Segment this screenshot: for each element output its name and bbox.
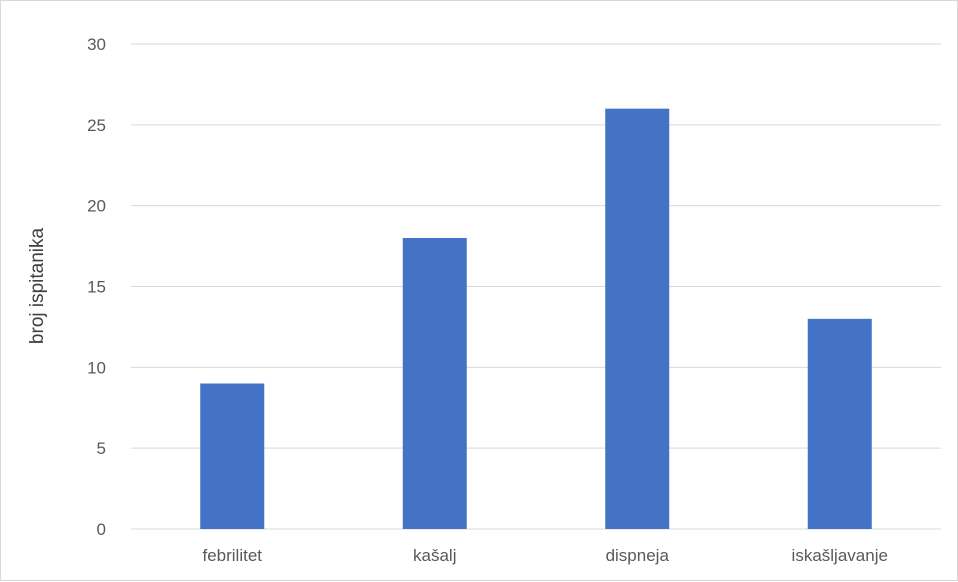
bar-4 <box>807 318 872 529</box>
x-tick-label: dispneja <box>606 546 670 565</box>
y-tick-label: 30 <box>87 35 106 54</box>
bar-2 <box>402 238 467 529</box>
y-axis-ticks: 0 5 10 15 20 25 30 <box>87 35 106 539</box>
y-axis-title: broj ispitanika <box>27 227 48 344</box>
y-tick-label: 15 <box>87 278 106 297</box>
bar-1 <box>200 383 265 529</box>
y-tick-label: 0 <box>97 520 106 539</box>
x-tick-label: febrilitet <box>202 546 262 565</box>
y-tick-label: 10 <box>87 358 106 377</box>
gridlines <box>131 43 941 530</box>
x-tick-label: iskašljavanje <box>792 546 888 565</box>
y-tick-label: 20 <box>87 197 106 216</box>
bars <box>200 108 872 530</box>
bar-3 <box>605 108 670 530</box>
y-tick-label: 5 <box>97 439 106 458</box>
y-tick-label: 25 <box>87 116 106 135</box>
x-axis-ticks: febrilitet kašalj dispneja iskašljavanje <box>202 546 887 565</box>
x-tick-label: kašalj <box>413 546 456 565</box>
